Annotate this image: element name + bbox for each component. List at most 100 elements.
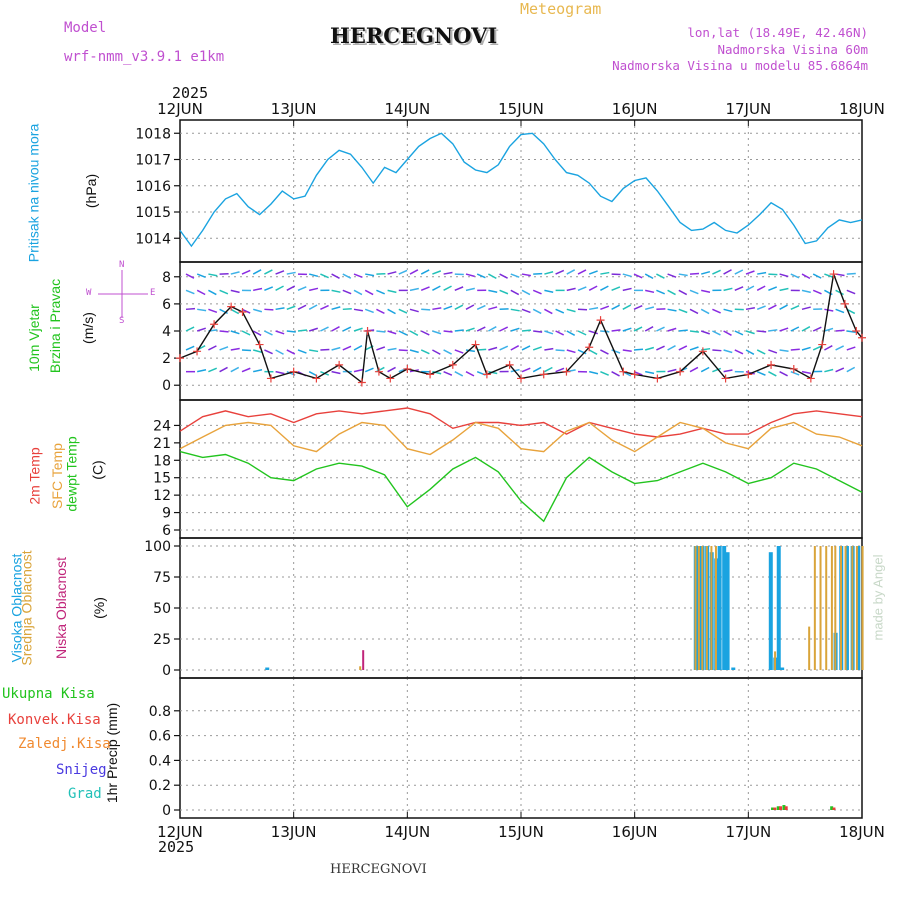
wind-gust-marker	[403, 364, 412, 373]
wind-barb	[331, 306, 341, 311]
wind-barb	[275, 370, 285, 375]
wind-barb	[264, 308, 274, 311]
wind-barb	[846, 366, 856, 373]
wind-barb	[521, 308, 531, 314]
wind-barb	[387, 271, 397, 275]
panel-frame	[179, 399, 863, 539]
wind-barb	[309, 349, 319, 353]
wind-barb	[544, 347, 554, 351]
wind-gust-marker	[289, 367, 298, 376]
wind-gust-marker	[585, 343, 594, 352]
wind-barb	[264, 349, 273, 355]
y-tick-label: 24	[153, 418, 171, 434]
wind-barb	[801, 326, 811, 332]
wind-barb	[252, 308, 263, 313]
wind-barb	[622, 287, 632, 292]
wind-barb	[745, 330, 755, 335]
wind-barb	[768, 329, 778, 332]
wind-barb	[734, 269, 744, 275]
wind-barb	[219, 289, 229, 295]
x-tick-label-top: 17JUN	[725, 100, 771, 118]
wind-barb	[812, 289, 822, 295]
cloud-mid-bar	[808, 626, 811, 670]
wind-barb	[465, 304, 475, 310]
wind-gust-marker	[653, 374, 662, 383]
wind-barb	[555, 330, 565, 336]
wind-barb	[275, 307, 285, 311]
wind-gust-marker	[619, 367, 628, 376]
wind-barb	[488, 346, 498, 351]
wind-barb	[678, 329, 688, 332]
wind-barb	[757, 271, 767, 275]
wind-barb	[387, 366, 396, 373]
wind-barb	[465, 273, 475, 278]
wind-barb	[421, 308, 431, 311]
x-tick-label-top: 15JUN	[498, 100, 544, 118]
cloud-low-bar	[362, 650, 365, 670]
wind-gust-marker	[227, 302, 236, 311]
wind-barb	[768, 273, 778, 276]
wind-barb	[622, 273, 632, 278]
y-tick-label: 0	[162, 803, 171, 819]
wind-barb	[723, 269, 732, 275]
wind-barb	[633, 348, 644, 351]
wind-barb	[499, 345, 509, 351]
wind-gust-marker	[482, 370, 491, 379]
wind-gust-marker	[829, 270, 838, 279]
wind-barb	[432, 330, 442, 335]
wind-barb	[376, 346, 386, 351]
wind-barb	[454, 304, 464, 310]
y-tick-label: 0	[162, 378, 171, 394]
wind-barb	[768, 371, 777, 377]
wind-barb	[611, 286, 621, 292]
wind-barb	[264, 269, 273, 275]
wind-gust-marker	[363, 327, 372, 335]
wind-barb	[712, 269, 721, 275]
wind-barb	[286, 271, 296, 275]
wind-barb	[297, 304, 307, 310]
y-tick-label: 100	[144, 539, 171, 555]
wind-barb	[533, 330, 543, 333]
precip-rain-bar	[782, 805, 786, 810]
y-tick-label: 6	[162, 297, 171, 313]
wind-barb	[689, 308, 699, 315]
wind-barb	[432, 285, 441, 291]
wind-barb	[353, 345, 363, 351]
wind-barb	[342, 308, 352, 311]
y-tick-label: 21	[153, 436, 171, 452]
wind-barb	[712, 349, 722, 352]
wind-barb	[443, 271, 453, 275]
wind-barb	[398, 330, 408, 336]
wind-gust-marker	[806, 374, 815, 383]
wind-gust-marker	[562, 367, 571, 376]
wind-barb	[308, 327, 319, 332]
y-tick-label: 25	[153, 632, 171, 648]
wind-barb	[756, 370, 766, 376]
wind-barb	[521, 367, 531, 373]
wind-barb	[342, 289, 352, 295]
wind-barb	[286, 305, 296, 311]
wind-barb	[566, 287, 576, 292]
wind-barb	[376, 330, 386, 333]
precip-conv-bar	[832, 807, 836, 810]
wind-barb	[320, 348, 330, 351]
wind-barb	[353, 368, 363, 373]
y-tick-label: 2	[162, 351, 171, 367]
wind-barb	[432, 307, 442, 311]
wind-barb	[700, 330, 710, 335]
x-tick-label-bottom: 17JUN	[725, 823, 771, 841]
wind-barb	[846, 330, 856, 333]
wind-barb	[331, 273, 340, 279]
x-tick-label-top: 18JUN	[839, 100, 885, 118]
wind-barb	[633, 326, 643, 332]
wind-barb	[499, 326, 509, 332]
wind-barb	[734, 330, 744, 336]
wind-barb	[723, 308, 733, 313]
y-tick-label: 18	[153, 453, 171, 469]
wind-barb	[644, 273, 654, 280]
wind-barb	[577, 286, 587, 292]
wind-barb	[544, 308, 553, 315]
cloud-mid-bar	[855, 546, 858, 670]
wind-barb	[309, 287, 319, 292]
wind-barb	[521, 345, 531, 351]
